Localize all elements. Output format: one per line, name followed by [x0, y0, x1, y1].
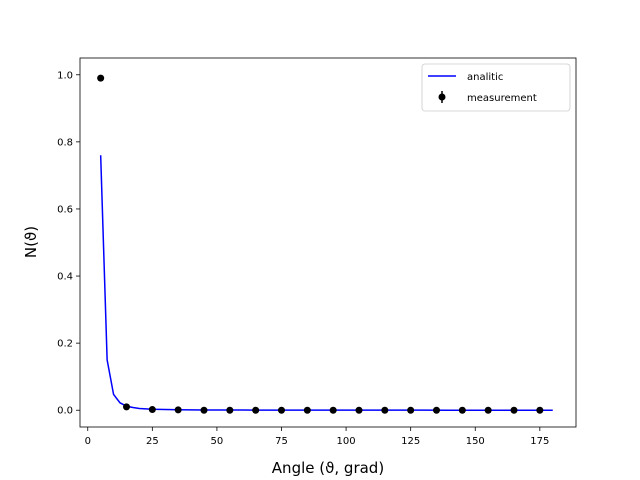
x-tick-label: 175 [530, 436, 549, 447]
y-tick-label: 1.0 [57, 70, 73, 81]
legend-measurement-marker [438, 93, 446, 101]
y-tick-label: 0.6 [57, 204, 73, 215]
data-point-measurement [329, 406, 337, 414]
data-point-measurement [252, 406, 260, 414]
data-point-measurement [148, 406, 156, 414]
data-point-measurement [97, 74, 105, 82]
x-tick-label: 125 [401, 436, 420, 447]
data-point-measurement [484, 406, 492, 414]
data-point-measurement [174, 406, 182, 414]
axes-frame [79, 57, 577, 428]
data-point-measurement [278, 406, 285, 414]
y-axis-ticks: 0.0 0.2 0.4 0.6 0.8 1.0 [57, 70, 80, 417]
y-axis-label: N(ϑ) [22, 226, 40, 258]
x-tick-label: 25 [146, 436, 159, 447]
x-tick-label: 150 [466, 436, 485, 447]
data-point-measurement [226, 406, 234, 414]
plot-area [97, 74, 553, 414]
data-point-measurement [536, 406, 544, 414]
data-point-measurement [303, 406, 311, 414]
data-point-measurement [407, 406, 415, 414]
y-tick-label: 0.8 [57, 137, 73, 148]
x-tick-label: 50 [211, 436, 224, 447]
data-point-measurement [433, 406, 440, 414]
x-axis-ticks: 0 25 50 75 100 125 150 175 [85, 427, 549, 447]
legend-measurement-label: measurement [467, 93, 537, 104]
data-point-measurement [381, 406, 389, 414]
data-point-measurement [123, 403, 130, 411]
data-point-measurement [510, 406, 518, 414]
x-tick-label: 0 [85, 436, 91, 447]
data-point-measurement [355, 406, 363, 414]
y-tick-label: 0.0 [57, 406, 73, 417]
y-tick-label: 0.2 [57, 339, 73, 350]
legend: analitic measurement [421, 63, 571, 112]
legend-analitic-label: analitic [467, 72, 503, 83]
legend-frame [421, 63, 571, 112]
data-point-measurement [200, 406, 208, 414]
data-point-measurement [458, 406, 466, 414]
x-tick-label: 75 [275, 436, 288, 447]
x-tick-label: 100 [337, 436, 356, 447]
y-tick-label: 0.4 [57, 272, 73, 283]
x-axis-label: Angle (ϑ, grad) [272, 459, 384, 477]
